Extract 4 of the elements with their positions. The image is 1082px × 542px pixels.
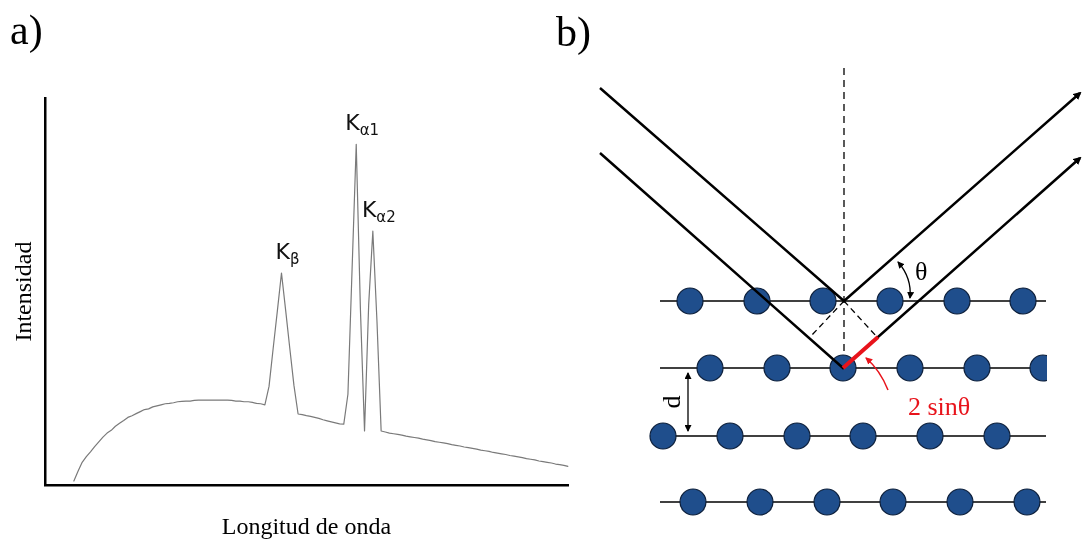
y-axis-title: Intensidad (9, 241, 36, 342)
text: b) (556, 8, 591, 56)
x-axis-title: Longitud de onda (221, 512, 392, 539)
chart-title: a) (10, 7, 43, 55)
